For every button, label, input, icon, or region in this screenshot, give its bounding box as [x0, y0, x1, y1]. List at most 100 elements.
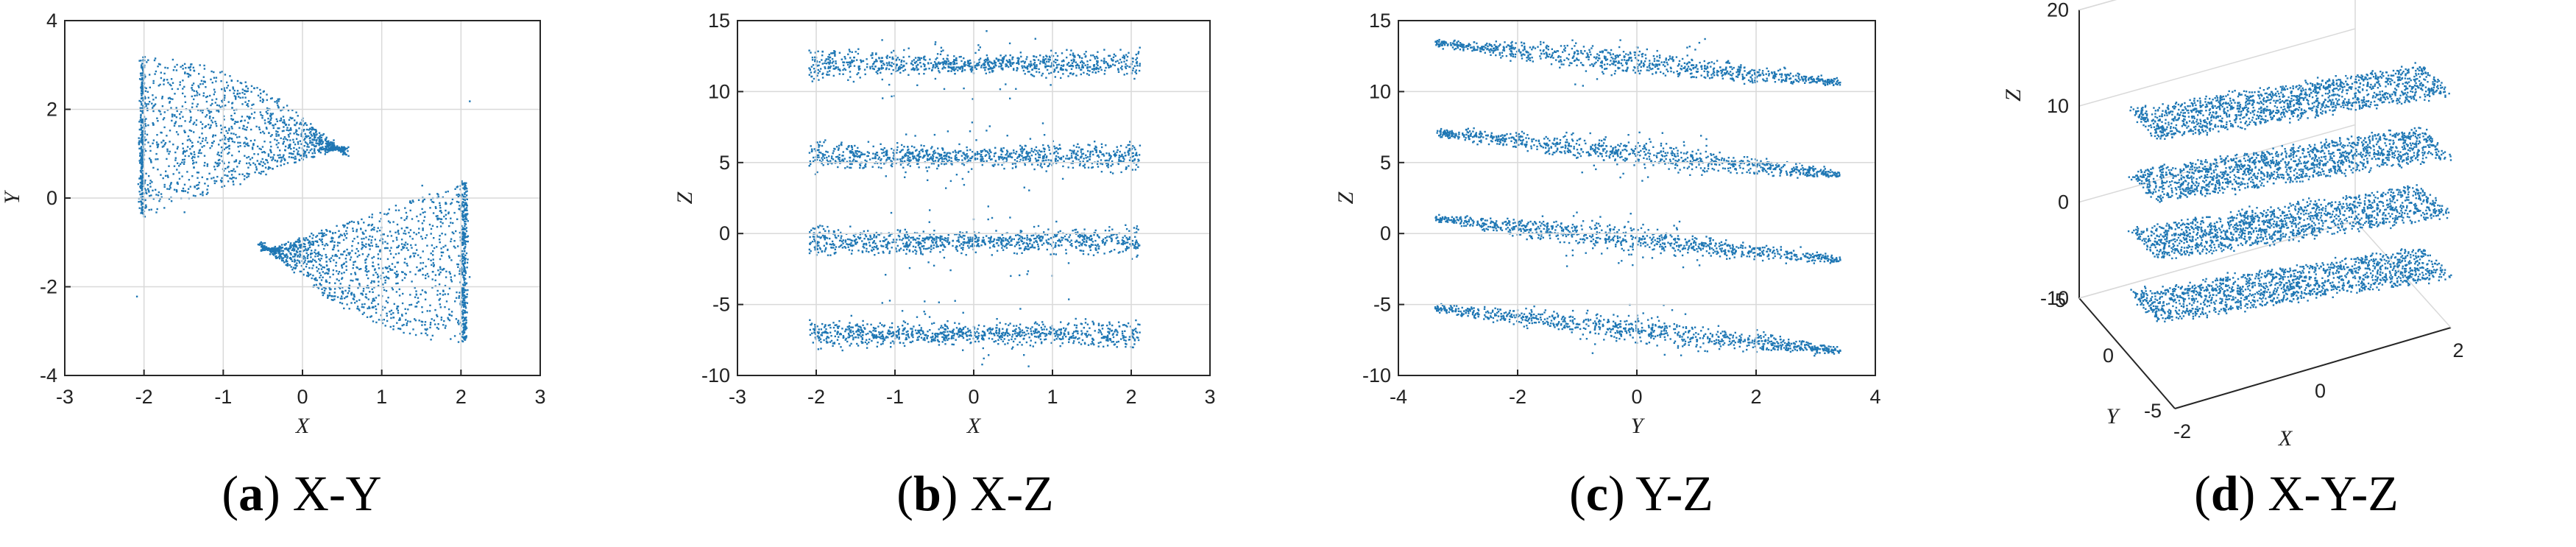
xy-point — [438, 239, 441, 241]
xy-point — [296, 262, 298, 264]
xy-point — [139, 181, 142, 184]
xy-point — [352, 297, 354, 300]
xy-point — [283, 122, 286, 124]
xz-point — [970, 66, 972, 68]
xy-point — [299, 245, 301, 248]
xy-point — [216, 153, 219, 155]
xz-point — [1044, 148, 1046, 150]
xy-point — [462, 304, 465, 307]
xy-point — [453, 275, 456, 277]
xy-point — [459, 208, 461, 211]
xz-point — [1128, 152, 1130, 155]
xy-point — [462, 263, 464, 266]
xz-point — [1096, 63, 1098, 65]
xy-point — [294, 155, 297, 158]
xz-point — [941, 67, 944, 69]
xy-point — [246, 176, 248, 179]
xy-point — [209, 147, 211, 149]
xy-point — [331, 141, 333, 144]
xy-point — [464, 247, 466, 250]
xy-point — [453, 245, 456, 247]
xy-point — [397, 209, 400, 211]
xy-point — [216, 104, 219, 107]
xz-point — [1105, 61, 1108, 63]
xy-point — [149, 194, 151, 197]
xy-point — [275, 250, 278, 252]
xz-point — [1073, 55, 1075, 58]
xy-point — [188, 188, 190, 190]
xy-point — [420, 213, 422, 216]
xy-point — [157, 66, 159, 68]
xy-point — [403, 247, 406, 249]
xz-point — [1089, 144, 1091, 147]
xy-point — [461, 317, 463, 320]
xy-point — [153, 59, 156, 62]
xy-point — [439, 241, 441, 244]
xz-point — [934, 43, 936, 46]
xz-point — [1017, 60, 1019, 62]
xz-point — [915, 60, 918, 63]
xz-point — [1033, 168, 1036, 171]
xz-point — [925, 151, 928, 153]
xy-point — [306, 255, 309, 258]
xy-point — [354, 272, 356, 274]
xy-point — [305, 237, 307, 239]
xy-point — [462, 311, 464, 314]
xy-point — [461, 301, 463, 304]
xy-point — [425, 274, 427, 277]
xz-point — [1105, 159, 1108, 162]
xy-point — [311, 241, 314, 243]
xy-point — [322, 141, 325, 143]
xz-point — [878, 67, 881, 70]
xy-point — [252, 148, 254, 150]
xy-point — [330, 241, 332, 243]
xz-point — [849, 76, 852, 78]
xy-point — [176, 190, 178, 192]
xz-point — [1069, 157, 1071, 159]
xz-point — [1120, 171, 1122, 174]
xy-point — [348, 308, 350, 310]
xz-point — [808, 74, 810, 76]
xy-point — [339, 241, 341, 244]
xy-point — [465, 214, 467, 216]
xz-point — [835, 63, 837, 65]
xy-point — [461, 336, 464, 339]
xz-point — [1096, 55, 1098, 58]
xy-point — [375, 245, 378, 248]
xz-point — [932, 154, 934, 156]
xy-point — [160, 196, 163, 198]
xy-point — [314, 145, 316, 147]
xy-point — [235, 177, 237, 180]
xz-point — [981, 163, 983, 166]
xy-point — [464, 278, 467, 280]
xz-point — [1087, 69, 1089, 71]
xy-point — [320, 232, 322, 234]
xy-point — [443, 215, 445, 218]
xy-point — [312, 275, 314, 277]
xz-point — [988, 150, 991, 152]
xy-point — [182, 64, 184, 67]
xy-point — [464, 183, 466, 186]
xy-point — [216, 163, 218, 165]
xz-point — [950, 62, 952, 64]
xz-point — [850, 61, 852, 63]
xy-point — [428, 223, 431, 226]
xy-point — [347, 150, 349, 152]
xz-point — [829, 66, 832, 68]
xy-point — [140, 158, 143, 160]
xy-point — [461, 225, 463, 227]
xy-point — [394, 272, 396, 275]
xy-point — [442, 294, 445, 296]
xy-point — [436, 219, 439, 221]
xy-point — [397, 328, 400, 330]
xy-point — [465, 182, 467, 184]
xy-point — [302, 262, 305, 265]
xy-point — [345, 254, 348, 256]
xz-point — [1066, 63, 1069, 66]
xz-point — [932, 157, 934, 160]
xy-point — [282, 259, 284, 262]
xz-point — [848, 49, 851, 51]
xy-point — [403, 230, 406, 232]
xz-point — [1071, 62, 1074, 64]
